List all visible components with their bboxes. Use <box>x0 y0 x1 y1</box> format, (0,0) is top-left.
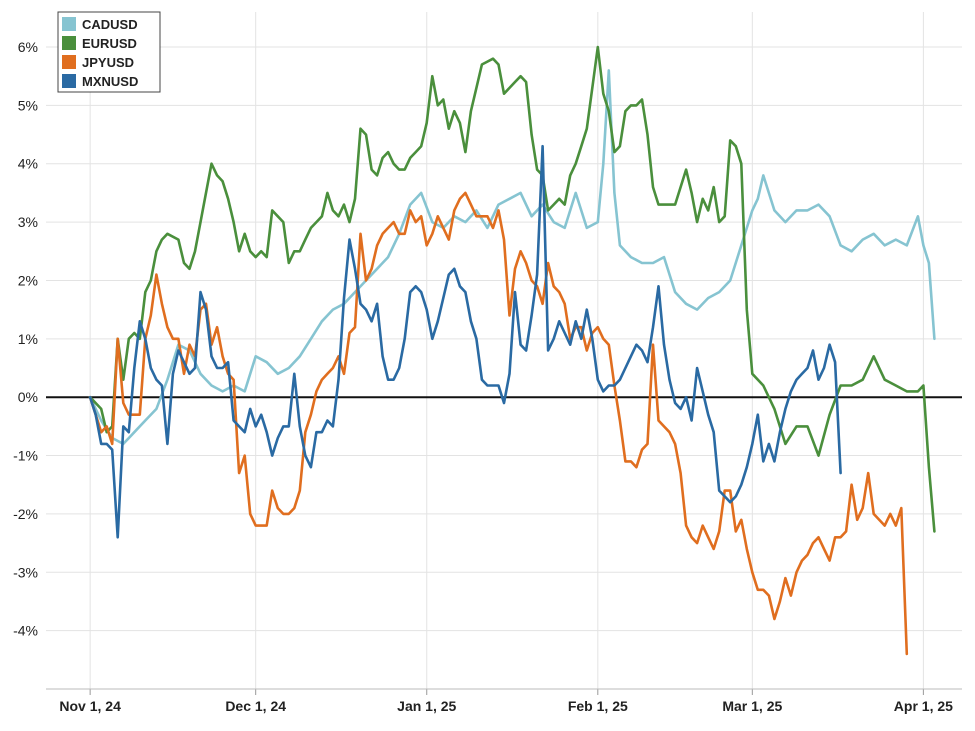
y-tick-label: 2% <box>18 272 38 288</box>
y-tick-label: -2% <box>13 506 38 522</box>
y-tick-label: -1% <box>13 448 38 464</box>
legend-swatch-eurusd <box>62 36 76 50</box>
legend: CADUSD EURUSD JPYUSD MXNUSD <box>57 11 161 93</box>
legend-label-cadusd: CADUSD <box>82 17 138 32</box>
legend-swatch-cadusd <box>62 17 76 31</box>
legend-label-mxnusd: MXNUSD <box>82 74 138 89</box>
y-tick-label: 0% <box>18 389 38 405</box>
series-line-eurusd <box>88 45 936 533</box>
series-lines <box>88 45 936 656</box>
legend-swatch-mxnusd <box>62 74 76 88</box>
y-tick-label: 6% <box>18 39 38 55</box>
y-tick-label: -3% <box>13 564 38 580</box>
y-tick-label: 5% <box>18 97 38 113</box>
y-tick-label: 3% <box>18 214 38 230</box>
x-tick-label: Nov 1, 24 <box>59 698 121 714</box>
legend-swatch-jpyusd <box>62 55 76 69</box>
series-line-mxnusd <box>88 144 842 539</box>
x-axis-tick-labels: Nov 1, 24 Dec 1, 24 Jan 1, 25 Feb 1, 25 Mar … <box>59 698 953 714</box>
y-tick-label: 1% <box>18 331 38 347</box>
legend-label-jpyusd: JPYUSD <box>82 55 134 70</box>
x-tick-label: Apr 1, 25 <box>894 698 953 714</box>
x-tick-label: Jan 1, 25 <box>397 698 456 714</box>
series-line-cadusd <box>88 69 936 446</box>
y-tick-label: 4% <box>18 156 38 172</box>
vertical-gridlines <box>89 12 924 695</box>
legend-label-eurusd: EURUSD <box>82 36 137 51</box>
x-tick-label: Feb 1, 25 <box>568 698 628 714</box>
y-tick-label: -4% <box>13 623 38 639</box>
x-tick-label: Mar 1, 25 <box>722 698 782 714</box>
series-line-jpyusd <box>88 191 909 656</box>
y-axis-tick-labels: 6% 5% 4% 3% 2% 1% 0% -1% -2% -3% -4% <box>13 39 38 639</box>
x-tick-label: Dec 1, 24 <box>225 698 286 714</box>
